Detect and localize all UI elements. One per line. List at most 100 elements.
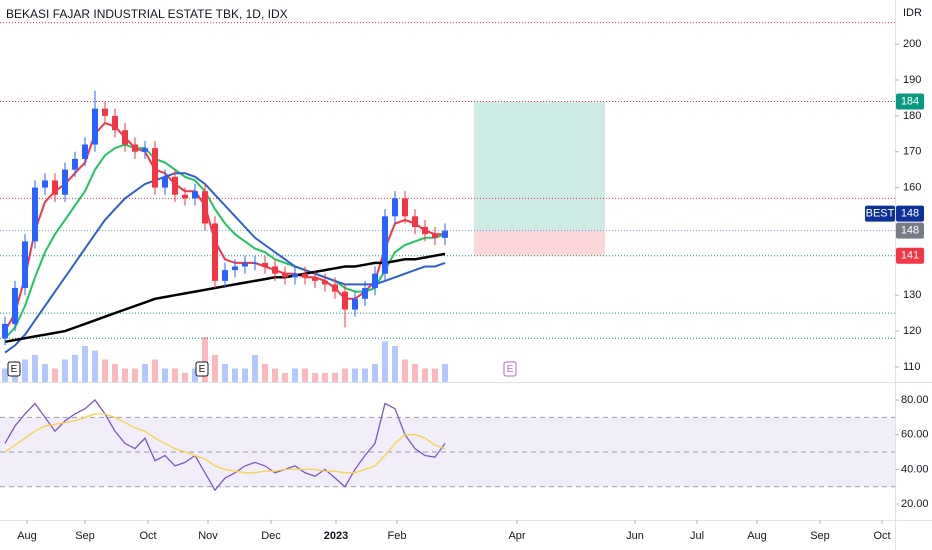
volume-bar <box>342 368 348 382</box>
x-tick-label: Feb <box>388 530 407 542</box>
volume-bar <box>52 368 58 382</box>
candle-body <box>12 288 18 324</box>
volume-bar <box>442 364 448 382</box>
candle-body <box>202 191 208 224</box>
volume-bar <box>162 368 168 382</box>
candle-body <box>92 108 98 145</box>
candle-body <box>362 288 368 299</box>
y-tick-label: 170 <box>903 146 921 158</box>
x-tick-label: Jun <box>626 530 644 542</box>
candle-body <box>312 277 318 281</box>
volume-bar <box>362 368 368 382</box>
candle-body <box>182 194 188 199</box>
volume-bar <box>392 346 398 382</box>
volume-bar <box>32 355 38 382</box>
candle-body <box>112 115 118 131</box>
candle-body <box>342 291 348 310</box>
y-tick-label: 190 <box>903 74 921 86</box>
candle-body <box>242 262 248 267</box>
y-tick-label: 180 <box>903 110 921 122</box>
volume-bar <box>372 364 378 382</box>
y-tick-label: 120 <box>903 325 921 337</box>
candle-body <box>392 198 398 217</box>
candle-body <box>52 180 58 195</box>
candle-body <box>132 144 138 152</box>
candle-body <box>122 130 128 145</box>
volume-bar <box>62 359 68 382</box>
moving-average <box>4 172 446 354</box>
volume-bar <box>352 368 358 382</box>
price-tag <box>896 222 924 239</box>
candle-body <box>162 176 168 188</box>
candle-body <box>152 148 158 188</box>
candle-body <box>212 223 218 281</box>
candle-body <box>412 216 418 228</box>
volume-bar <box>172 368 178 382</box>
volume-bar <box>132 368 138 382</box>
volume-bar <box>242 368 248 382</box>
candle-body <box>382 216 388 274</box>
candle-body <box>282 273 288 278</box>
currency-label: IDR <box>903 7 922 19</box>
volume-bar <box>82 346 88 382</box>
candle-body <box>302 273 308 278</box>
last-price-tag <box>896 205 924 222</box>
candle-body <box>102 108 108 116</box>
volume-bar <box>252 355 258 382</box>
symbol-tag <box>865 205 895 222</box>
price-tag <box>896 247 924 264</box>
volume-bar <box>232 368 238 382</box>
x-tick-label: Aug <box>17 530 37 542</box>
y-tick-label: 60.00 <box>901 429 929 441</box>
volume-bar <box>112 364 118 382</box>
price-tag-label: 148 <box>901 225 919 237</box>
last-price-label: 148 <box>901 208 919 220</box>
candle-body <box>192 191 198 199</box>
candle-body <box>62 169 68 195</box>
x-tick-label: Sep <box>810 530 830 542</box>
target-zone <box>474 101 605 231</box>
candle-body <box>442 230 448 238</box>
volume-bar <box>102 359 108 382</box>
y-tick-label: 110 <box>903 361 921 373</box>
earnings-label: E <box>507 364 514 375</box>
x-tick-label: 2023 <box>324 530 348 542</box>
volume-bar <box>332 373 338 382</box>
volume-bar <box>282 373 288 382</box>
volume-bar <box>292 368 298 382</box>
symbol-tag-label: BEST <box>866 208 895 220</box>
volume-bar <box>422 368 428 382</box>
moving-average <box>4 143 446 339</box>
price-tag <box>896 93 924 110</box>
candle-body <box>252 262 258 264</box>
candle-body <box>432 234 438 238</box>
volume-bar <box>312 373 318 382</box>
candle-body <box>332 284 338 292</box>
x-tick-label: Dec <box>261 530 281 542</box>
candle-body <box>72 158 78 170</box>
x-tick-label: Nov <box>198 530 218 542</box>
x-tick-label: Oct <box>873 530 890 542</box>
x-tick-label: Jul <box>690 530 704 542</box>
x-tick-label: Oct <box>139 530 156 542</box>
candle-body <box>272 266 278 274</box>
candle-body <box>402 198 408 217</box>
chart-title: BEKASI FAJAR INDUSTRIAL ESTATE TBK, 1D, … <box>6 7 288 21</box>
volume-bar <box>42 364 48 382</box>
volume-bar <box>192 368 198 382</box>
candle-body <box>172 176 178 195</box>
volume-bar <box>382 341 388 382</box>
x-tick-label: Aug <box>747 530 767 542</box>
earnings-marker <box>503 361 517 377</box>
candle-body <box>222 270 228 281</box>
earnings-marker <box>7 361 21 377</box>
volume-bar <box>322 373 328 382</box>
volume-bar <box>412 364 418 382</box>
candle-body <box>262 262 268 267</box>
candle-body <box>32 187 38 242</box>
volume-bar <box>262 364 268 382</box>
x-tick-label: Apr <box>508 530 525 542</box>
candle-body <box>372 273 378 289</box>
y-tick-label: 130 <box>903 289 921 301</box>
